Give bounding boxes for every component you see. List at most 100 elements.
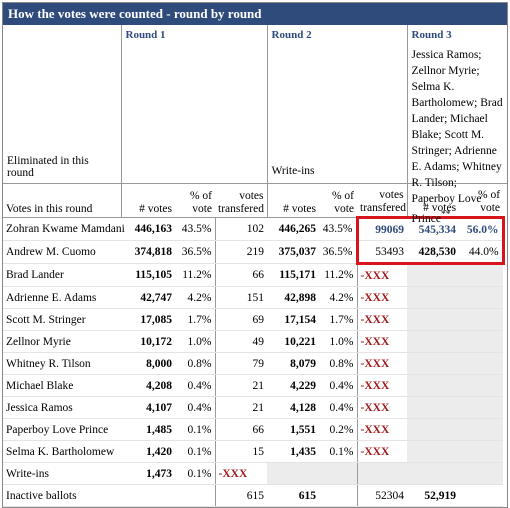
candidate-row: Andrew M. Cuomo 374,818 36.5% 219 375,037 36.…	[3, 240, 507, 265]
table-cell	[175, 484, 215, 507]
table-cell: 66	[214, 418, 268, 441]
table-cell: 0.1%	[175, 440, 215, 463]
column-header: Votes in this round	[3, 183, 121, 218]
table-cell	[459, 462, 504, 485]
table-cell	[121, 484, 175, 507]
table-cell: 102	[214, 217, 268, 241]
table-cell: 36.5%	[175, 240, 215, 264]
table-cell	[407, 308, 460, 331]
table-cell: 1.0%	[319, 330, 358, 353]
table-cell: 8,000	[121, 352, 175, 375]
table-cell: 0.4%	[319, 396, 358, 419]
table-cell: 4,229	[267, 374, 320, 397]
table-body: Eliminated in this round Round 1 Round 2 Wr…	[3, 25, 507, 507]
table-cell: 79	[214, 352, 268, 375]
table-cell	[407, 374, 460, 397]
candidate-row: Write-ins 1,473 0.1% -XXX	[3, 462, 507, 485]
table-cell: 56.0%	[459, 216, 505, 241]
table-cell: 375,037	[267, 240, 320, 264]
table-cell	[407, 418, 460, 441]
table-cell: 4.2%	[175, 286, 215, 309]
table-cell: 17,154	[267, 308, 320, 331]
candidate-row: Zohran Kwame Mamdani 446,163 43.5% 102 446,2…	[3, 216, 507, 241]
round-name: Round 2	[271, 29, 312, 41]
table-cell: 69	[214, 308, 268, 331]
eliminated-list: Write-ins	[271, 165, 315, 177]
table-cell: 0.1%	[175, 462, 215, 485]
table-cell: 11.2%	[319, 263, 358, 287]
table-cell: 36.5%	[319, 240, 358, 264]
table-cell: 115,171	[267, 263, 320, 287]
table-cell: 21	[214, 374, 268, 397]
column-header: # votes	[406, 183, 460, 218]
candidate-name: Jessica Ramos	[3, 396, 121, 419]
table-cell	[407, 352, 460, 375]
candidate-name: Scott M. Stringer	[3, 308, 121, 331]
candidate-name: Paperboy Love Prince	[3, 418, 121, 441]
table-cell: 545,334	[407, 216, 460, 241]
table-cell: 44.0%	[459, 240, 505, 265]
table-cell	[459, 263, 504, 287]
table-cell: 10,172	[121, 330, 175, 353]
eliminated-label-cell: Eliminated in this round	[3, 25, 121, 184]
table-cell: 52304	[356, 484, 408, 507]
table-cell: 115,105	[121, 263, 175, 287]
candidate-row: Jessica Ramos 4,107 0.4% 21 4,128 0.4% -XXX	[3, 396, 507, 419]
eliminated-label: Eliminated in this round	[7, 155, 89, 179]
table-cell	[459, 396, 504, 419]
round-header: Round 2 Write-ins	[266, 25, 408, 184]
results-table: Eliminated in this round Round 1 Round 2 Wr…	[3, 25, 507, 507]
table-cell: 53493	[355, 240, 408, 265]
table-cell: 0.1%	[175, 418, 215, 441]
candidate-row: Scott M. Stringer 17,085 1.7% 69 17,154 1.7% -…	[3, 308, 507, 331]
table-cell: 151	[214, 286, 268, 309]
table-cell: -XXX	[356, 308, 408, 331]
column-header-row: Votes in this round # votes % of vote votes…	[3, 183, 507, 218]
table-cell: 4,208	[121, 374, 175, 397]
table-cell: 1,473	[121, 462, 175, 485]
table-cell: 10,221	[267, 330, 320, 353]
table-cell: 0.4%	[175, 374, 215, 397]
candidate-row: Adrienne E. Adams 42,747 4.2% 151 42,898 4.2%…	[3, 286, 507, 309]
table-cell: -XXX	[356, 330, 408, 353]
candidate-row: Brad Lander 115,105 11.2% 66 115,171 11.2% -XX…	[3, 263, 507, 287]
candidate-name: Inactive ballots	[3, 484, 121, 507]
table-cell	[459, 330, 504, 353]
table-cell: 17,085	[121, 308, 175, 331]
candidate-name: Andrew M. Cuomo	[3, 240, 121, 264]
table-cell: 42,747	[121, 286, 175, 309]
round-top: Round 1	[126, 29, 263, 41]
table-cell: 0.8%	[319, 352, 358, 375]
table-cell: 428,530	[407, 240, 460, 265]
table-cell: 43.5%	[175, 217, 215, 241]
candidate-name: Selma K. Bartholomew	[3, 440, 121, 463]
table-cell: 446,163	[121, 217, 175, 241]
candidate-name: Adrienne E. Adams	[3, 286, 121, 309]
eliminated-list: Jessica Ramos; Zellnor Myrie; Selma K. B…	[411, 49, 503, 225]
table-cell: -XXX	[356, 418, 408, 441]
table-cell	[459, 418, 504, 441]
table-cell: 0.8%	[175, 352, 215, 375]
table-cell	[407, 396, 460, 419]
table-cell	[407, 286, 460, 309]
candidate-row: Inactive ballots 615 615 52304 52,919	[3, 484, 507, 507]
table-cell: 1,551	[267, 418, 320, 441]
table-cell: 52,919	[407, 484, 460, 507]
table-cell	[407, 440, 460, 463]
table-cell: -XXX	[356, 374, 408, 397]
table-cell: 4,128	[267, 396, 320, 419]
table-cell: 1,435	[267, 440, 320, 463]
table-cell: 615	[214, 484, 268, 507]
column-header: % of vote	[175, 183, 215, 218]
table-cell: 4,107	[121, 396, 175, 419]
table-cell	[459, 352, 504, 375]
table-cell	[267, 462, 320, 485]
candidate-row: Whitney R. Tilson 8,000 0.8% 79 8,079 0.8% -XX…	[3, 352, 507, 375]
table-cell: 1.0%	[175, 330, 215, 353]
round-top: Round 3 Jessica Ramos; Zellnor Myrie; Sel…	[412, 29, 503, 227]
column-header: votes transfered	[357, 183, 408, 218]
table-cell: 0.4%	[319, 374, 358, 397]
table-cell: -XXX	[356, 440, 408, 463]
panel-title: How the votes were counted - round by ro…	[3, 3, 507, 25]
